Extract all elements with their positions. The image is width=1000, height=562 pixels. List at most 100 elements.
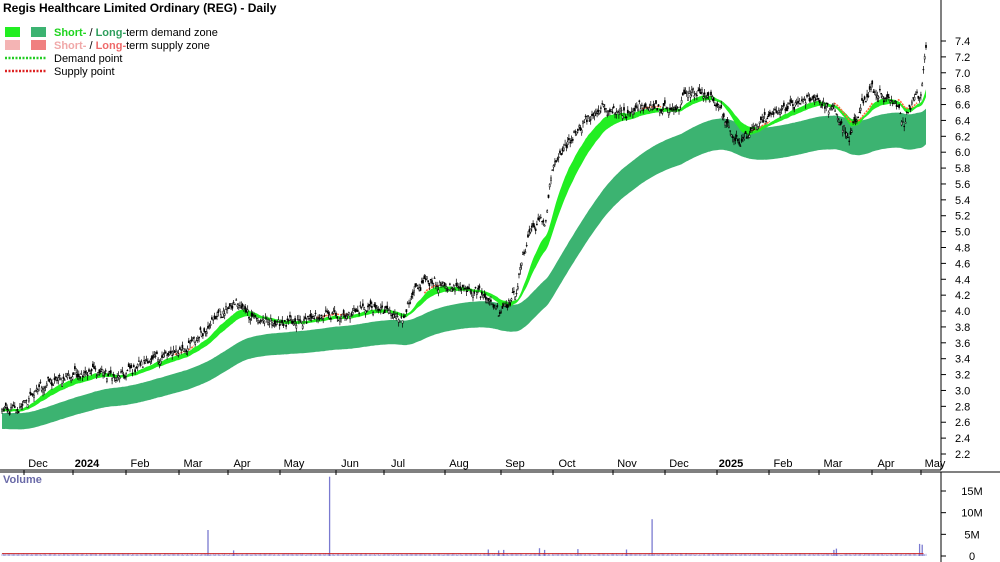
candle (817, 97, 820, 102)
candle (596, 108, 598, 118)
month-tick-label: Apr (233, 458, 250, 470)
month-tick-label: Jun (341, 458, 359, 470)
candle (920, 91, 922, 101)
candle (674, 105, 677, 113)
legend-short-label: Short- (54, 40, 87, 52)
candle (555, 160, 557, 163)
price-tick-label: 3.6 (955, 338, 970, 350)
candle (922, 66, 925, 74)
candle (172, 345, 175, 356)
candle (676, 106, 679, 109)
candle (140, 359, 143, 366)
candle (415, 283, 418, 287)
candle (271, 319, 273, 329)
candle (295, 322, 298, 333)
candle (17, 410, 20, 414)
candle (498, 309, 501, 317)
candle (42, 386, 44, 397)
candle (500, 309, 502, 314)
candle (546, 209, 549, 213)
candle (523, 249, 525, 256)
candle (886, 91, 889, 100)
candle (226, 306, 229, 314)
candle (705, 94, 707, 103)
candle (792, 99, 794, 111)
candle (97, 371, 99, 376)
candle (602, 103, 605, 108)
candle (496, 302, 499, 309)
candle (43, 385, 46, 395)
price-tick-label: 2.8 (955, 401, 970, 413)
candle (359, 301, 362, 309)
candle (481, 288, 483, 297)
candle (413, 286, 415, 297)
candle (656, 108, 659, 111)
candle (477, 285, 479, 294)
candle (816, 93, 819, 101)
candle (289, 311, 291, 321)
candle (721, 113, 724, 121)
candle (198, 336, 200, 343)
candle (474, 286, 477, 289)
candle (419, 284, 422, 292)
month-tick-label: Mar (824, 458, 843, 470)
candle (149, 358, 152, 365)
candle (283, 319, 286, 323)
candle (527, 231, 529, 238)
candle (254, 314, 257, 319)
legend-long-label: Long- (96, 40, 127, 52)
candle (431, 277, 433, 287)
candle (328, 311, 331, 320)
candle (342, 308, 345, 318)
candle (493, 304, 496, 309)
candle (266, 315, 268, 323)
candle (839, 120, 842, 126)
candle (539, 214, 542, 219)
candle (72, 372, 75, 375)
candle (583, 119, 586, 124)
candle (716, 101, 719, 108)
candle (835, 113, 838, 116)
candle (249, 317, 252, 325)
candle (313, 315, 316, 320)
price-tick-label: 5.2 (955, 211, 970, 223)
price-tick-label: 3.4 (955, 354, 970, 366)
candle (689, 90, 692, 102)
candle (612, 103, 615, 109)
candle (587, 115, 589, 120)
candle (618, 109, 620, 119)
candle (913, 93, 916, 102)
legend-suffix: term supply zone (126, 40, 210, 52)
candle (94, 365, 97, 372)
candle (681, 92, 684, 96)
candle (914, 91, 917, 95)
candle (281, 316, 284, 326)
candle (351, 308, 354, 317)
candle (520, 262, 523, 270)
price-tick-label: 3.8 (955, 322, 970, 334)
candle (131, 369, 134, 377)
legend-long-label: Long- (96, 27, 127, 39)
candle (244, 304, 247, 314)
candle (300, 320, 303, 325)
candle (863, 95, 866, 101)
price-tick-label: 4.0 (955, 306, 970, 318)
candle (154, 351, 157, 359)
candle (153, 351, 156, 358)
candle (301, 323, 304, 330)
month-tick-label: Dec (669, 458, 689, 470)
candle (294, 315, 296, 326)
candle (92, 361, 94, 368)
candle (916, 89, 918, 95)
candle (234, 303, 236, 306)
candle (194, 341, 197, 347)
candle (833, 102, 835, 110)
candle (706, 92, 709, 100)
candle (12, 401, 15, 407)
candle (77, 370, 80, 381)
candle (802, 97, 804, 104)
candle (735, 130, 738, 139)
candle (580, 128, 583, 136)
candle (38, 382, 40, 392)
candle (66, 372, 69, 380)
